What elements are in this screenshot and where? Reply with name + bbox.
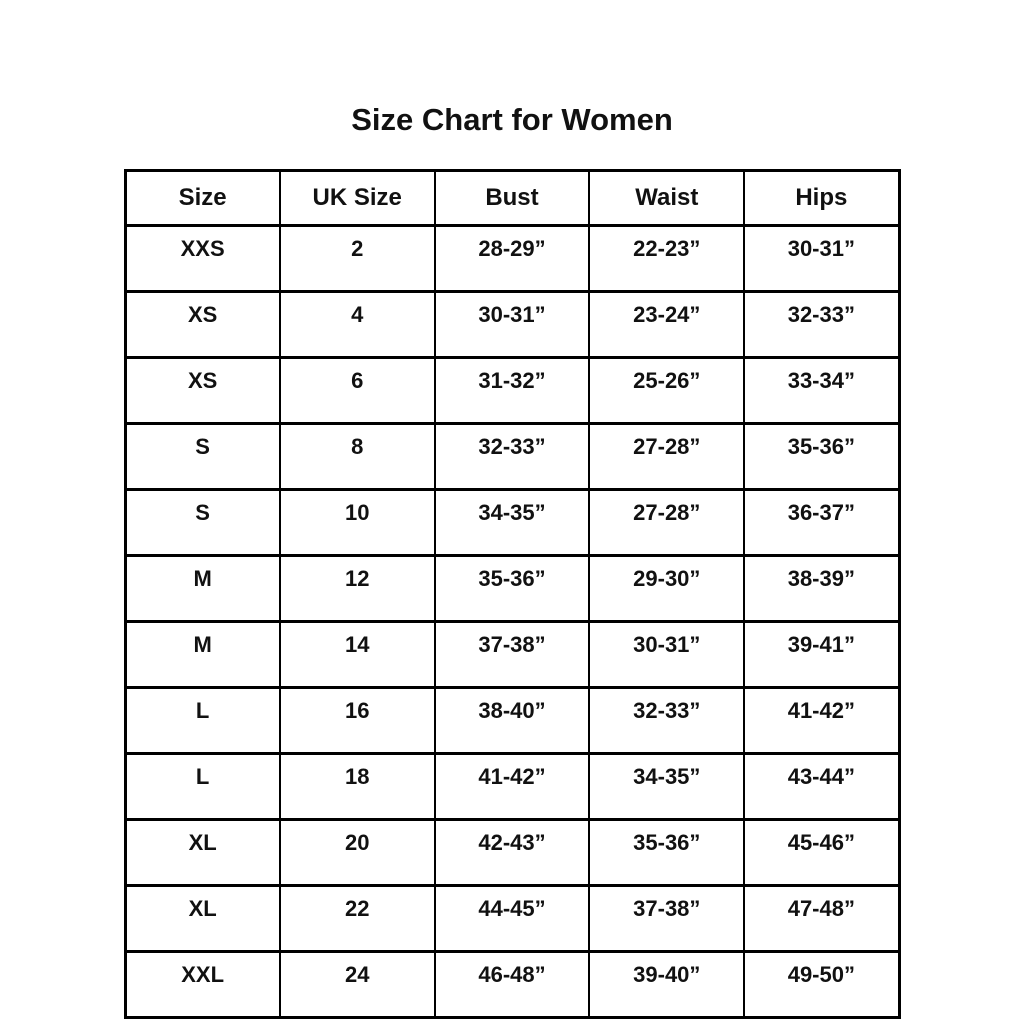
uk-size-cell: 16 xyxy=(278,686,436,755)
waist-cell: 27-28” xyxy=(588,488,746,557)
size-cell: L xyxy=(124,686,281,755)
bust-cell: 30-31” xyxy=(433,290,591,359)
size-cell: XL xyxy=(124,884,281,953)
waist-cell: 34-35” xyxy=(588,752,746,821)
hips-cell: 43-44” xyxy=(743,752,900,821)
table-row: XXS 2 28-29” 22-23” 30-31” xyxy=(124,224,900,293)
waist-cell: 39-40” xyxy=(588,950,746,1019)
column-header-hips: Hips xyxy=(743,169,900,227)
table-row: S 10 34-35” 27-28” 36-37” xyxy=(124,488,900,557)
table-row: XL 22 44-45” 37-38” 47-48” xyxy=(124,884,900,953)
table-row: XS 4 30-31” 23-24” 32-33” xyxy=(124,290,900,359)
table-row: M 14 37-38” 30-31” 39-41” xyxy=(124,620,900,689)
hips-cell: 33-34” xyxy=(743,356,900,425)
waist-cell: 37-38” xyxy=(588,884,746,953)
size-cell: XS xyxy=(124,290,281,359)
size-chart-table: Size UK Size Bust Waist Hips XXS 2 28-29” 2… xyxy=(123,169,901,1019)
bust-cell: 37-38” xyxy=(433,620,591,689)
header-row: Size UK Size Bust Waist Hips xyxy=(124,169,900,227)
page-title: Size Chart for Women xyxy=(351,102,673,137)
uk-size-cell: 10 xyxy=(278,488,436,557)
table-body: XXS 2 28-29” 22-23” 30-31” XS 4 30-31” 23-24” 32-… xyxy=(124,224,900,1019)
hips-cell: 41-42” xyxy=(743,686,900,755)
table-row: L 18 41-42” 34-35” 43-44” xyxy=(124,752,900,821)
waist-cell: 22-23” xyxy=(588,224,746,293)
hips-cell: 32-33” xyxy=(743,290,900,359)
hips-cell: 35-36” xyxy=(743,422,900,491)
hips-cell: 49-50” xyxy=(743,950,900,1019)
uk-size-cell: 20 xyxy=(278,818,436,887)
waist-cell: 23-24” xyxy=(588,290,746,359)
hips-cell: 38-39” xyxy=(743,554,900,623)
bust-cell: 28-29” xyxy=(433,224,591,293)
bust-cell: 31-32” xyxy=(433,356,591,425)
bust-cell: 35-36” xyxy=(433,554,591,623)
size-cell: M xyxy=(124,620,281,689)
uk-size-cell: 18 xyxy=(278,752,436,821)
hips-cell: 39-41” xyxy=(743,620,900,689)
size-cell: XXL xyxy=(124,950,281,1019)
size-cell: XL xyxy=(124,818,281,887)
size-cell: L xyxy=(124,752,281,821)
column-header-waist: Waist xyxy=(588,169,746,227)
bust-cell: 41-42” xyxy=(433,752,591,821)
uk-size-cell: 12 xyxy=(278,554,436,623)
size-cell: XS xyxy=(124,356,281,425)
column-header-size: Size xyxy=(124,169,281,227)
waist-cell: 32-33” xyxy=(588,686,746,755)
bust-cell: 42-43” xyxy=(433,818,591,887)
table-row: L 16 38-40” 32-33” 41-42” xyxy=(124,686,900,755)
size-cell: S xyxy=(124,488,281,557)
table-row: XL 20 42-43” 35-36” 45-46” xyxy=(124,818,900,887)
bust-cell: 34-35” xyxy=(433,488,591,557)
hips-cell: 47-48” xyxy=(743,884,900,953)
size-cell: XXS xyxy=(124,224,281,293)
hips-cell: 36-37” xyxy=(743,488,900,557)
uk-size-cell: 2 xyxy=(278,224,436,293)
waist-cell: 25-26” xyxy=(588,356,746,425)
size-cell: M xyxy=(124,554,281,623)
column-header-uk-size: UK Size xyxy=(278,169,436,227)
hips-cell: 30-31” xyxy=(743,224,900,293)
table-row: S 8 32-33” 27-28” 35-36” xyxy=(124,422,900,491)
table-header: Size UK Size Bust Waist Hips xyxy=(124,169,900,227)
bust-cell: 38-40” xyxy=(433,686,591,755)
column-header-bust: Bust xyxy=(433,169,591,227)
waist-cell: 27-28” xyxy=(588,422,746,491)
uk-size-cell: 4 xyxy=(278,290,436,359)
bust-cell: 44-45” xyxy=(433,884,591,953)
uk-size-cell: 8 xyxy=(278,422,436,491)
uk-size-cell: 24 xyxy=(278,950,436,1019)
waist-cell: 29-30” xyxy=(588,554,746,623)
size-cell: S xyxy=(124,422,281,491)
table-row: XXL 24 46-48” 39-40” 49-50” xyxy=(124,950,900,1019)
uk-size-cell: 22 xyxy=(278,884,436,953)
bust-cell: 46-48” xyxy=(433,950,591,1019)
table-row: M 12 35-36” 29-30” 38-39” xyxy=(124,554,900,623)
table-row: XS 6 31-32” 25-26” 33-34” xyxy=(124,356,900,425)
bust-cell: 32-33” xyxy=(433,422,591,491)
waist-cell: 35-36” xyxy=(588,818,746,887)
uk-size-cell: 6 xyxy=(278,356,436,425)
hips-cell: 45-46” xyxy=(743,818,900,887)
uk-size-cell: 14 xyxy=(278,620,436,689)
waist-cell: 30-31” xyxy=(588,620,746,689)
